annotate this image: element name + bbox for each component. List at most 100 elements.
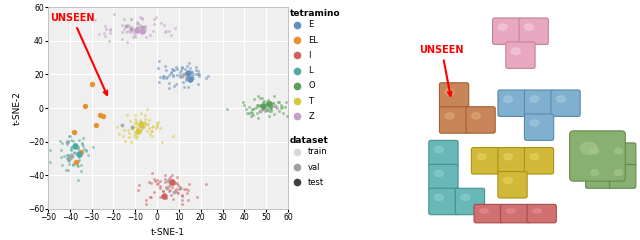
FancyBboxPatch shape xyxy=(440,107,468,133)
Point xyxy=(111,125,122,129)
FancyBboxPatch shape xyxy=(609,164,636,188)
FancyBboxPatch shape xyxy=(586,164,612,188)
Point xyxy=(135,16,145,19)
Point xyxy=(136,129,146,132)
Ellipse shape xyxy=(477,154,486,160)
Point xyxy=(159,30,170,33)
Point xyxy=(123,128,133,132)
Point xyxy=(258,100,268,104)
Text: Z: Z xyxy=(308,112,314,121)
Point xyxy=(262,98,273,102)
Point xyxy=(161,196,171,200)
FancyBboxPatch shape xyxy=(474,204,503,223)
Point xyxy=(117,134,127,138)
FancyBboxPatch shape xyxy=(498,172,527,198)
Point xyxy=(146,195,156,198)
Point xyxy=(246,111,257,115)
Point xyxy=(252,111,262,115)
Point xyxy=(177,66,188,70)
Point xyxy=(162,75,172,79)
Point xyxy=(117,37,127,41)
Point xyxy=(188,74,198,78)
Text: I: I xyxy=(308,51,311,60)
Point xyxy=(266,107,276,110)
Point xyxy=(73,147,83,151)
Point xyxy=(62,156,72,160)
Point xyxy=(70,144,81,148)
X-axis label: t-SNE-1: t-SNE-1 xyxy=(151,228,185,237)
Point xyxy=(161,186,172,190)
Point xyxy=(191,65,201,69)
Point xyxy=(253,103,264,107)
Point xyxy=(122,24,132,28)
Point xyxy=(255,103,265,107)
Point xyxy=(60,154,70,158)
Point xyxy=(132,125,142,129)
Point xyxy=(158,77,168,80)
Point xyxy=(91,123,101,127)
Point xyxy=(170,181,180,185)
Point xyxy=(150,126,161,130)
FancyBboxPatch shape xyxy=(527,204,556,223)
Point xyxy=(136,126,147,130)
Point xyxy=(159,74,169,78)
Point xyxy=(65,134,76,138)
Ellipse shape xyxy=(435,170,444,177)
Point xyxy=(74,138,84,142)
FancyBboxPatch shape xyxy=(429,188,458,215)
Point xyxy=(191,68,201,72)
Point xyxy=(177,193,187,197)
Point xyxy=(88,145,99,149)
Point xyxy=(75,152,85,156)
Ellipse shape xyxy=(506,209,515,213)
Point xyxy=(136,122,146,126)
Point xyxy=(124,24,134,28)
Point xyxy=(191,72,201,76)
Point xyxy=(161,68,171,72)
Point xyxy=(168,190,179,193)
Ellipse shape xyxy=(504,154,513,160)
Point xyxy=(255,104,266,108)
Ellipse shape xyxy=(591,148,598,154)
Point xyxy=(63,140,73,144)
Point xyxy=(124,131,134,135)
Point xyxy=(116,30,127,34)
Point xyxy=(70,143,81,146)
Point xyxy=(135,118,145,122)
Point xyxy=(150,179,161,182)
Ellipse shape xyxy=(530,120,539,126)
Point xyxy=(182,64,193,68)
Point xyxy=(134,23,145,27)
Point xyxy=(155,75,165,78)
Point xyxy=(160,177,170,181)
Point xyxy=(269,112,280,116)
Text: tetramino: tetramino xyxy=(290,9,340,18)
Point xyxy=(56,163,67,167)
Point xyxy=(130,33,140,37)
Point xyxy=(122,114,132,117)
Ellipse shape xyxy=(504,177,513,184)
Point xyxy=(127,125,137,129)
Point xyxy=(164,73,174,77)
Point xyxy=(126,140,136,144)
Point xyxy=(104,39,114,43)
Point xyxy=(153,181,163,185)
Point xyxy=(74,155,84,159)
Text: test: test xyxy=(308,178,324,187)
Point xyxy=(163,184,173,188)
Point xyxy=(118,28,129,31)
Point xyxy=(172,82,182,86)
Point xyxy=(146,181,156,185)
Point xyxy=(139,125,149,129)
Point xyxy=(127,25,137,29)
Point xyxy=(163,82,173,85)
Point xyxy=(254,109,264,113)
Point xyxy=(180,76,191,80)
Point xyxy=(77,144,88,148)
Point xyxy=(157,140,167,144)
Point xyxy=(270,104,280,108)
Point xyxy=(148,17,159,21)
Point xyxy=(183,85,193,89)
Point xyxy=(63,134,74,138)
Point xyxy=(154,80,164,84)
